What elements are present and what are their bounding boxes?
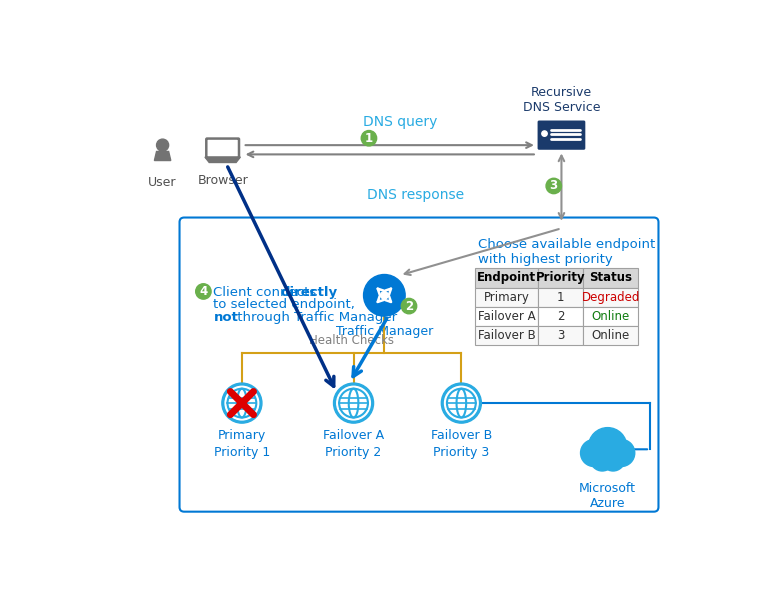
Text: Microsoft
Azure: Microsoft Azure [579,482,636,509]
Polygon shape [205,157,240,163]
Circle shape [337,386,370,420]
Bar [475,307,538,326]
Text: through Traffic Manager: through Traffic Manager [233,311,398,324]
Bar [475,268,538,287]
Polygon shape [154,151,171,161]
Circle shape [546,178,562,194]
Bar [475,326,538,346]
Text: DNS query: DNS query [363,115,437,129]
Bar [538,287,583,307]
Text: 1: 1 [557,291,565,304]
Text: to selected endpoint,: to selected endpoint, [214,298,355,311]
Circle shape [196,284,211,299]
FancyBboxPatch shape [537,121,585,150]
Text: Browser: Browser [197,175,248,187]
Text: Primary: Primary [484,291,530,304]
Bar [538,307,583,326]
Text: Health Checks: Health Checks [309,334,394,347]
Text: Failover A
Priority 2: Failover A Priority 2 [323,429,384,459]
Bar [475,287,538,307]
Circle shape [608,439,635,467]
Text: not: not [214,311,238,324]
Text: 4: 4 [199,285,207,298]
Circle shape [445,386,478,420]
Bar [538,268,583,287]
Text: Online: Online [591,329,630,342]
Bar [583,307,639,326]
Circle shape [157,139,168,151]
Circle shape [363,275,405,316]
Circle shape [381,292,388,299]
Text: 3: 3 [550,179,558,193]
Text: Failover B
Priority 3: Failover B Priority 3 [431,429,492,459]
Text: 3: 3 [557,329,565,342]
Text: DNS response: DNS response [367,187,464,202]
Circle shape [225,386,259,420]
Text: Status: Status [589,271,633,284]
Text: Traffic Manager: Traffic Manager [335,325,433,338]
Text: 2: 2 [557,310,565,323]
Text: Client connects: Client connects [214,286,321,299]
Circle shape [542,131,548,136]
Circle shape [590,448,614,471]
Bar [583,268,639,287]
Text: Recursive
DNS Service: Recursive DNS Service [523,86,600,113]
Text: Choose available endpoint
with highest priority: Choose available endpoint with highest p… [478,238,655,266]
Circle shape [441,383,481,423]
Bar [583,287,639,307]
Circle shape [401,298,417,314]
Text: Endpoint: Endpoint [477,271,537,284]
Text: 1: 1 [365,132,373,145]
Circle shape [334,383,374,423]
Text: User: User [148,176,177,189]
Text: directly: directly [280,286,338,299]
Circle shape [222,383,262,423]
Bar [583,326,639,346]
FancyBboxPatch shape [206,139,239,158]
Circle shape [580,439,608,467]
Circle shape [588,428,627,466]
Text: Degraded: Degraded [582,291,640,304]
Bar [538,326,583,346]
Text: Priority: Priority [536,271,586,284]
Circle shape [361,131,377,146]
Text: Failover B: Failover B [478,329,536,342]
Text: Primary
Priority 1: Primary Priority 1 [214,429,270,459]
Text: Online: Online [591,310,630,323]
Text: Failover A: Failover A [478,310,536,323]
Circle shape [601,448,625,471]
Text: 2: 2 [405,299,413,313]
